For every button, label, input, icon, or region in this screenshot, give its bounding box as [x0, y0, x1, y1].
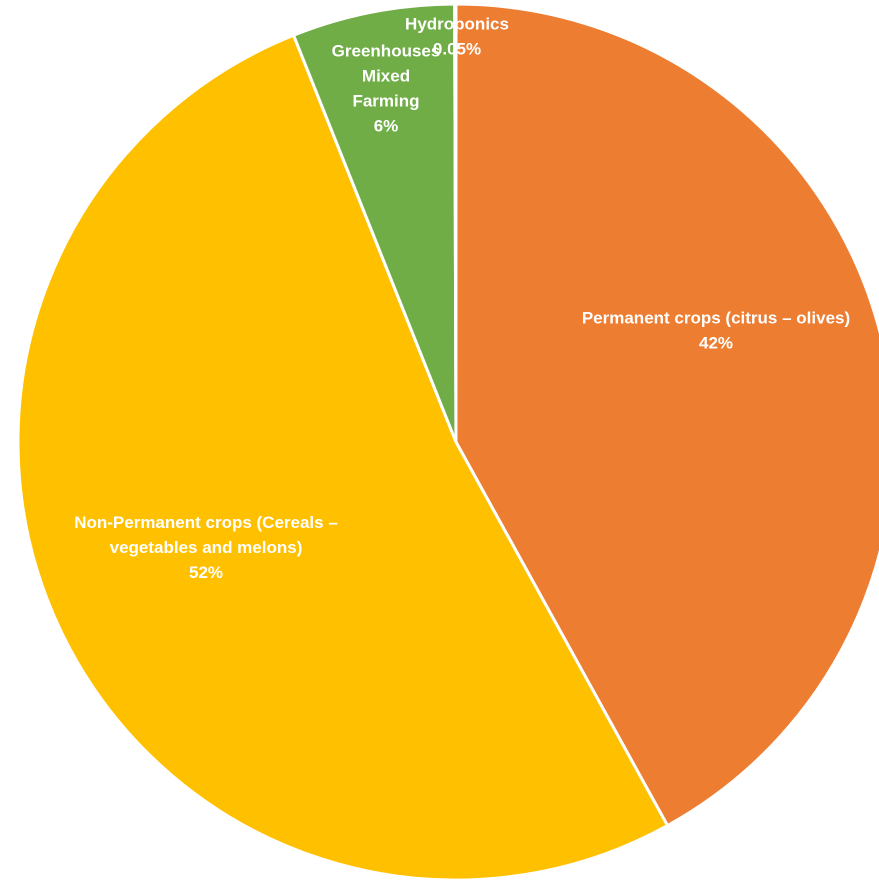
pie-slice-0: [454, 2, 879, 828]
pie-slice-3: [453, 2, 458, 443]
slice-label-3: Hydroponics 0.05%: [405, 15, 509, 59]
slice-label-0: Permanent crops (citrus – olives) 42%: [582, 309, 850, 353]
slice-label-line: Farming: [352, 92, 419, 111]
pie-slices: [16, 2, 879, 881]
slice-label-line: vegetables and melons): [110, 538, 303, 557]
pie-slice-1: [16, 33, 670, 881]
slice-label-line: 6%: [374, 117, 399, 136]
slice-label-line: 0.05%: [433, 40, 481, 59]
slice-label-line: Non-Permanent crops (Cereals –: [74, 513, 338, 532]
slice-label-line: Hydroponics: [405, 15, 509, 34]
slice-label-line: 52%: [189, 563, 223, 582]
slice-label-line: Mixed: [362, 67, 410, 86]
slice-label-1: Non-Permanent crops (Cereals – vegetables…: [74, 513, 338, 582]
slice-label-2: Greenhouses Mixed Farming 6%: [332, 42, 441, 136]
slice-label-line: Permanent crops (citrus – olives): [582, 309, 850, 328]
pie-labels: Permanent crops (citrus – olives) 42% Non-…: [74, 15, 850, 583]
slice-label-line: 42%: [699, 334, 733, 353]
slice-label-line: Greenhouses: [332, 42, 441, 61]
pie-slice-2: [291, 2, 458, 443]
